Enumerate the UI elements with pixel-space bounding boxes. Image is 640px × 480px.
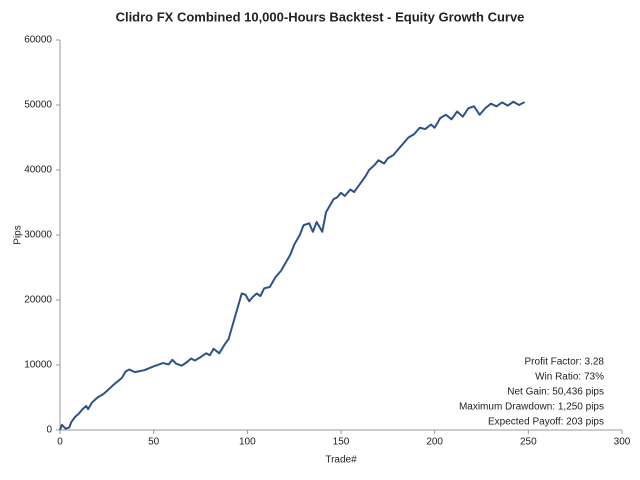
y-tick-label: 30000 xyxy=(24,230,52,241)
x-axis-label: Trade# xyxy=(325,455,357,466)
equity-line xyxy=(59,100,526,431)
x-tick-label: 300 xyxy=(614,437,631,448)
chart-title: Clidro FX Combined 10,000-Hours Backtest… xyxy=(116,9,525,24)
x-tick-label: 0 xyxy=(57,437,63,448)
stat-annotation: Win Ratio: 73% xyxy=(535,372,604,383)
y-tick-label: 20000 xyxy=(24,295,52,306)
y-axis-label: Pips xyxy=(13,225,24,244)
x-tick-label: 200 xyxy=(426,437,443,448)
x-tick-label: 100 xyxy=(239,437,256,448)
x-tick-label: 150 xyxy=(333,437,350,448)
y-tick-label: 10000 xyxy=(24,360,52,371)
x-tick-label: 250 xyxy=(520,437,537,448)
y-tick-label: 0 xyxy=(46,425,52,436)
y-tick-label: 40000 xyxy=(24,165,52,176)
y-tick-label: 50000 xyxy=(24,100,52,111)
stat-annotation: Expected Payoff: 203 pips xyxy=(488,417,604,428)
stat-annotation: Maximum Drawdown: 1,250 pips xyxy=(459,402,604,413)
stat-annotation: Profit Factor: 3.28 xyxy=(525,357,605,368)
x-tick-label: 50 xyxy=(148,437,160,448)
y-tick-label: 60000 xyxy=(24,35,52,46)
stat-annotation: Net Gain: 50,436 pips xyxy=(507,387,604,398)
